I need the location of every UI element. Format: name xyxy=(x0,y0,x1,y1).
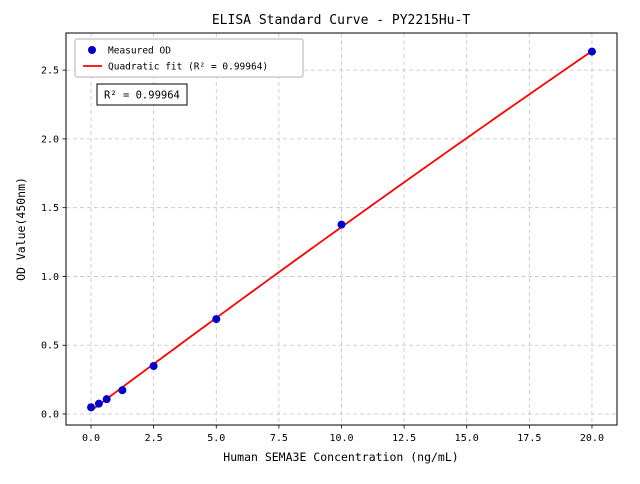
y-tick-label: 2.0 xyxy=(41,134,59,145)
data-point xyxy=(149,361,158,370)
x-tick-label: 10.0 xyxy=(329,433,353,444)
legend-marker-dot xyxy=(88,46,96,54)
legend-label-quadratic-fit: Quadratic fit (R² = 0.99964) xyxy=(108,62,268,73)
data-point xyxy=(102,395,111,404)
x-axis-label: Human SEMA3E Concentration (ng/mL) xyxy=(223,450,458,464)
x-tick-label: 5.0 xyxy=(207,433,225,444)
y-tick-label: 2.5 xyxy=(41,66,59,77)
y-axis-label: OD Value(450nm) xyxy=(14,177,28,281)
y-tick-label: 1.5 xyxy=(41,203,59,214)
y-tick-label: 0.0 xyxy=(41,409,59,420)
annotation-box xyxy=(96,83,188,106)
x-tick-label: 2.5 xyxy=(145,433,163,444)
data-point xyxy=(94,399,103,408)
x-tick-label: 17.5 xyxy=(517,433,541,444)
data-point xyxy=(118,386,127,395)
data-point xyxy=(212,315,221,324)
y-tick-label: 1.0 xyxy=(41,272,59,283)
x-tick-label: 12.5 xyxy=(392,433,416,444)
plot-area: 0.0 2.5 5.0 7.5 10.0 12.5 15.0 17.5 20.0 0.0 0.5 1.… xyxy=(41,32,618,444)
data-point xyxy=(337,220,346,229)
data-point xyxy=(87,403,96,412)
x-tick-label: 20.0 xyxy=(580,433,604,444)
r-squared-annotation: R² = 0.99964 xyxy=(96,83,188,106)
x-tick-label: 7.5 xyxy=(270,433,288,444)
legend-label-measured-od: Measured OD xyxy=(108,46,171,57)
legend-box xyxy=(74,38,304,78)
chart-title: ELISA Standard Curve - PY2215Hu-T xyxy=(212,13,470,28)
x-tick-label: 15.0 xyxy=(455,433,479,444)
y-tick-label: 0.5 xyxy=(41,341,59,352)
annotation-text: R² = 0.99964 xyxy=(104,90,180,102)
x-tick-label: 0.0 xyxy=(82,433,100,444)
data-point xyxy=(587,47,596,56)
legend: Measured OD Quadratic fit (R² = 0.99964) xyxy=(74,38,304,78)
